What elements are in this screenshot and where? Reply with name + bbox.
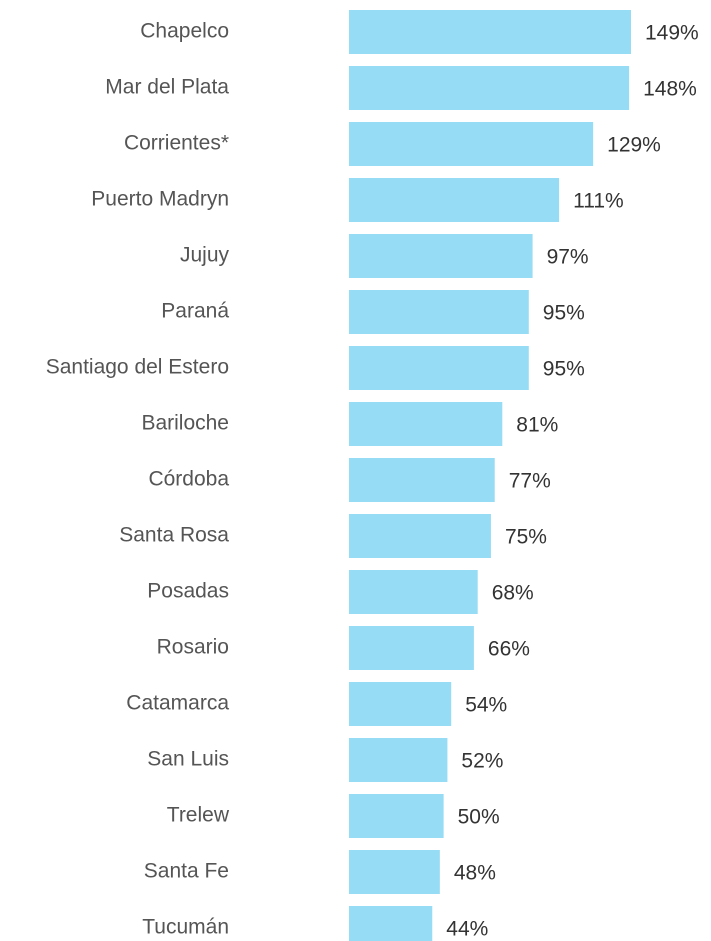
category-label: Trelew (167, 804, 230, 827)
bar (349, 682, 452, 726)
value-label: 75% (505, 526, 547, 549)
category-label: Posadas (147, 580, 229, 603)
category-label: Catamarca (126, 692, 229, 715)
category-label: San Luis (147, 748, 229, 771)
category-label: Bariloche (141, 412, 229, 435)
value-label: 95% (543, 358, 585, 381)
category-label: Santa Fe (144, 860, 229, 883)
category-label: Mar del Plata (105, 76, 229, 99)
value-label: 48% (454, 862, 496, 885)
bar (349, 850, 440, 894)
bar (349, 122, 594, 166)
value-label: 50% (458, 806, 500, 829)
bar (349, 66, 630, 110)
value-label: 95% (543, 302, 585, 325)
category-label: Tucumán (142, 916, 229, 939)
bar (349, 290, 529, 334)
category-label: Santiago del Estero (46, 356, 229, 379)
value-label: 111% (573, 190, 624, 213)
category-label: Santa Rosa (119, 524, 229, 547)
bar (349, 906, 433, 941)
bar (349, 570, 478, 614)
category-label: Chapelco (140, 20, 229, 43)
category-label: Corrientes* (124, 132, 229, 155)
value-label: 68% (492, 582, 534, 605)
value-label: 148% (643, 78, 697, 101)
value-label: 77% (509, 470, 551, 493)
value-label: 52% (461, 750, 503, 773)
bar (349, 514, 491, 558)
bar (349, 178, 560, 222)
value-label: 129% (607, 134, 661, 157)
value-label: 81% (516, 414, 558, 437)
value-label: 54% (465, 694, 507, 717)
category-label: Paraná (161, 300, 229, 323)
bar (349, 234, 533, 278)
category-label: Puerto Madryn (91, 188, 229, 211)
bar (349, 346, 529, 390)
bar (349, 626, 474, 670)
value-label: 66% (488, 638, 530, 661)
category-label: Rosario (157, 636, 229, 659)
value-label: 149% (645, 22, 699, 45)
bar (349, 10, 631, 54)
bar (349, 458, 495, 502)
category-label: Jujuy (180, 244, 230, 267)
bar (349, 402, 503, 446)
category-label: Córdoba (148, 468, 229, 491)
bar (349, 794, 444, 838)
value-label: 44% (446, 918, 488, 941)
value-label: 97% (547, 246, 589, 269)
bar (349, 738, 448, 782)
